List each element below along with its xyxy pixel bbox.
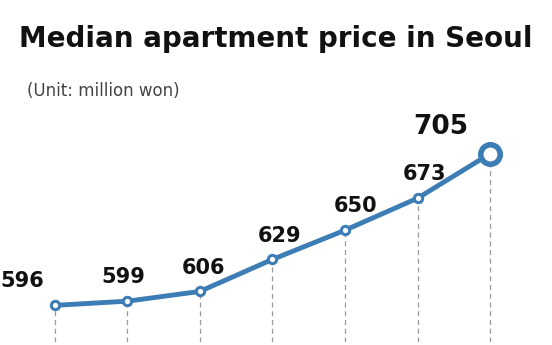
Text: Median apartment price in Seoul: Median apartment price in Seoul <box>19 24 533 52</box>
Text: 599: 599 <box>102 267 146 287</box>
Text: (Unit: million won): (Unit: million won) <box>27 82 179 100</box>
Text: 629: 629 <box>258 226 301 246</box>
Text: 673: 673 <box>403 164 447 184</box>
Text: 606: 606 <box>182 257 225 277</box>
Text: 705: 705 <box>413 114 468 140</box>
Text: 596: 596 <box>0 272 44 292</box>
Text: 650: 650 <box>334 196 378 216</box>
